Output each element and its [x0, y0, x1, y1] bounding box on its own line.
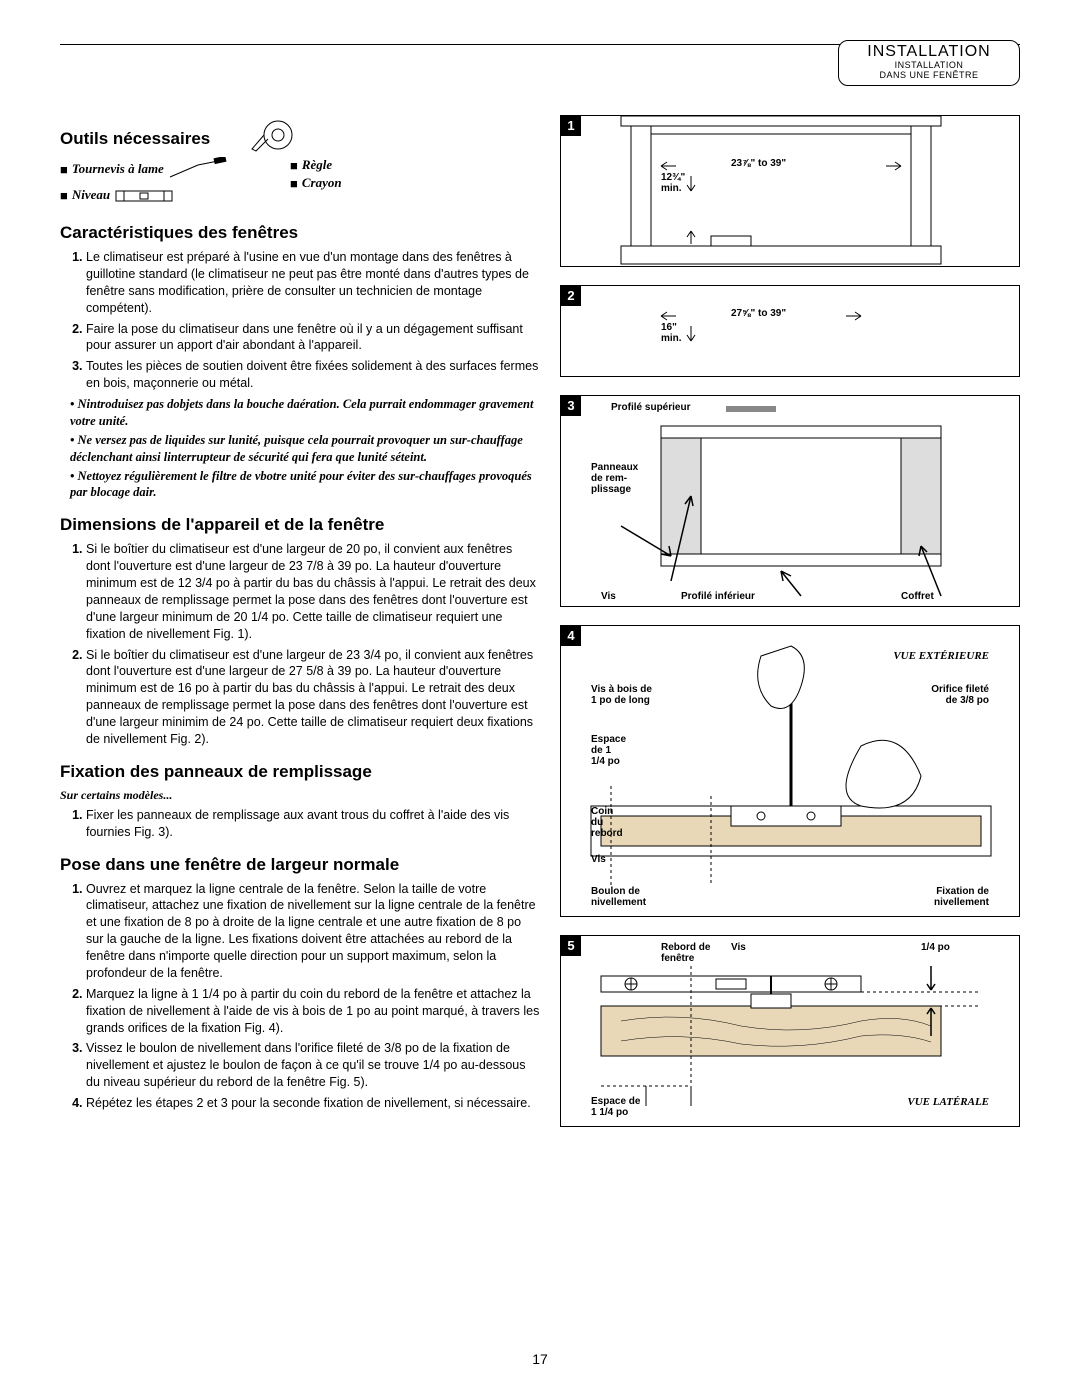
fig5-space: Espace de 1 1/4 po — [591, 1096, 640, 1118]
figure-1: 1 23⅞" to 39" 12¾" min. — [560, 115, 1020, 267]
figure-1-number: 1 — [561, 116, 581, 136]
fig4-bolt: Boulon de nivellement — [591, 886, 646, 908]
dimensions-list: Si le boîtier du climatiseur est d'une l… — [60, 541, 540, 748]
figure-4-number: 4 — [561, 626, 581, 646]
warning-2: • Ne versez pas de liquides sur lunité, … — [70, 432, 540, 466]
fig5-view: VUE LATÉRALE — [907, 1096, 989, 1108]
fig4-woodscrew: Vis à bois de 1 po de long — [591, 684, 652, 706]
fig4-hole: Orifice fileté de 3/8 po — [931, 684, 989, 706]
filling-note: Sur certains modèles... — [60, 788, 540, 803]
left-column: Outils nécessaires ■ Tournevis à lame ■ … — [60, 115, 540, 1145]
install-1: Ouvrez et marquez la ligne centrale de l… — [86, 881, 540, 982]
fig5-screw: Vis — [731, 942, 746, 953]
figure-4-svg — [561, 626, 1021, 916]
fig2-width: 27⅝" to 39" — [731, 308, 786, 319]
warning-1: • Nintroduisez pas dobjets dans la bouch… — [70, 396, 540, 430]
tools-heading: Outils nécessaires — [60, 129, 210, 149]
install-4: Répétez les étapes 2 et 3 pour la second… — [86, 1095, 540, 1112]
fig5-quarter: 1/4 po — [921, 942, 950, 953]
screwdriver-icon — [168, 157, 228, 181]
window-char-list: Le climatiseur est préparé à l'usine en … — [60, 249, 540, 392]
window-char-2: Faire la pose du climatiseur dans une fe… — [86, 321, 540, 355]
figure-1-svg — [561, 116, 1021, 266]
install-heading: Pose dans une fenêtre de largeur normale — [60, 855, 540, 875]
filling-heading: Fixation des panneaux de remplissage — [60, 762, 540, 782]
figure-3: 3 Profilé supérieur Panneaux de rem- pli… — [560, 395, 1020, 607]
figure-4: 4 VUE EXTÉRIEURE Vis à bois de 1 po de l… — [560, 625, 1020, 917]
window-char-1: Le climatiseur est préparé à l'usine en … — [86, 249, 540, 317]
install-2: Marquez la ligne à 1 1/4 po à partir du … — [86, 986, 540, 1037]
fig4-corner: Coin du rebord — [591, 806, 623, 839]
page-number: 17 — [0, 1351, 1080, 1367]
header-box: INSTALLATION INSTALLATION DANS UNE FENÊT… — [838, 40, 1020, 86]
tool-level: ■ Niveau — [60, 183, 260, 207]
fig1-height: 12¾" min. — [661, 172, 685, 194]
header-title: INSTALLATION — [839, 43, 1019, 61]
tool-pencil: ■ Crayon — [290, 175, 490, 191]
figure-3-number: 3 — [561, 396, 581, 416]
window-char-3: Toutes les pièces de soutien doivent êtr… — [86, 358, 540, 392]
figure-3-svg — [561, 396, 1021, 606]
figure-2: 2 27⅝" to 39" 16" min. — [560, 285, 1020, 377]
figure-5: 5 — [560, 935, 1020, 1127]
warning-3: • Nettoyez régulièrement le filtre de vb… — [70, 468, 540, 502]
fig3-panel: Panneaux de rem- plissage — [591, 462, 638, 495]
tool-screwdriver: ■ Tournevis à lame — [60, 157, 260, 181]
window-char-heading: Caractéristiques des fenêtres — [60, 223, 540, 243]
dimensions-heading: Dimensions de l'appareil et de la fenêtr… — [60, 515, 540, 535]
fig3-case: Coffret — [901, 591, 934, 602]
fig5-sill: Rebord de fenêtre — [661, 942, 710, 964]
right-column: 1 23⅞" to 39" 12¾" min. 2 — [560, 115, 1020, 1145]
filling-list: Fixer les panneaux de remplissage aux av… — [60, 807, 540, 841]
filling-1: Fixer les panneaux de remplissage aux av… — [86, 807, 540, 841]
fig2-height: 16" min. — [661, 322, 682, 344]
tool-ruler: ■ Règle — [290, 157, 490, 173]
fig4-space: Espace de 1 1/4 po — [591, 734, 626, 767]
install-list: Ouvrez et marquez la ligne centrale de l… — [60, 881, 540, 1112]
fig4-screw: Vis — [591, 854, 606, 865]
level-icon — [114, 183, 174, 207]
fig3-top: Profilé supérieur — [611, 402, 690, 413]
header-sub2: DANS UNE FENÊTRE — [839, 71, 1019, 81]
dimensions-2: Si le boîtier du climatiseur est d'une l… — [86, 647, 540, 748]
fig4-view: VUE EXTÉRIEURE — [893, 650, 989, 662]
tape-measure-icon — [250, 115, 300, 155]
fig3-bottom: Profilé inférieur — [681, 591, 755, 602]
figure-5-number: 5 — [561, 936, 581, 956]
figure-2-number: 2 — [561, 286, 581, 306]
fig1-width: 23⅞" to 39" — [731, 158, 786, 169]
fig3-screw: Vis — [601, 591, 616, 602]
dimensions-1: Si le boîtier du climatiseur est d'une l… — [86, 541, 540, 642]
fig4-clip: Fixation de nivellement — [934, 886, 989, 908]
figure-2-svg — [561, 286, 1021, 376]
install-3: Vissez le boulon de nivellement dans l'o… — [86, 1040, 540, 1091]
